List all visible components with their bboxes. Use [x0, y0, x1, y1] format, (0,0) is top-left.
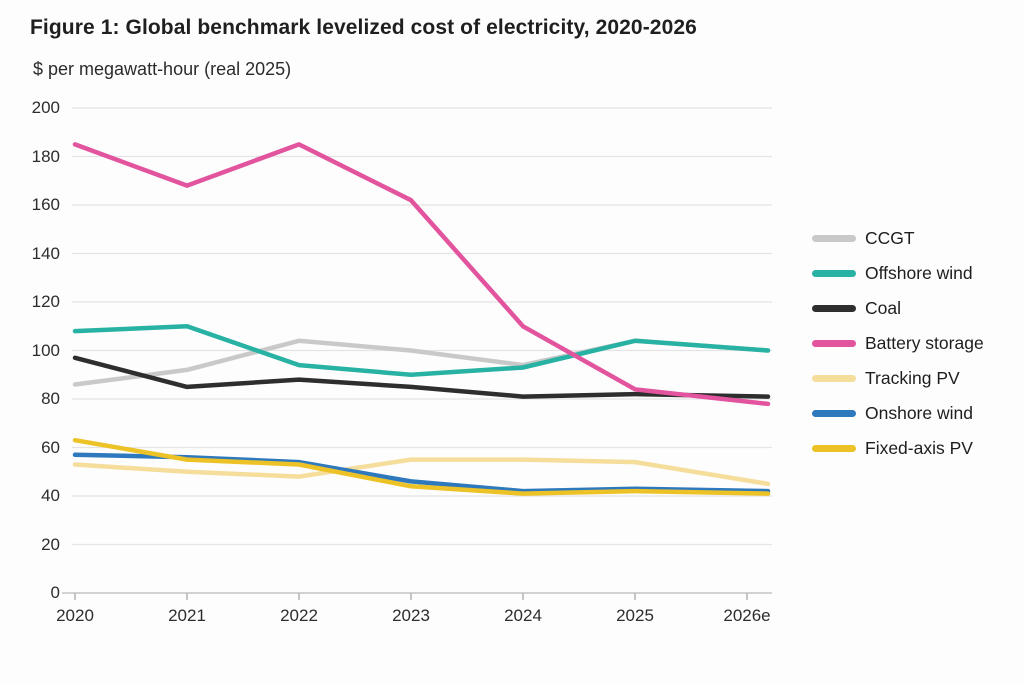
legend-swatch — [812, 304, 856, 312]
legend-swatch — [812, 234, 856, 242]
y-tick-label: 40 — [41, 486, 60, 505]
x-tick-label: 2026e — [723, 606, 771, 625]
legend-item-tracking-pv: Tracking PV — [812, 367, 984, 389]
y-tick-label: 0 — [50, 583, 60, 602]
y-tick-label: 80 — [41, 389, 60, 408]
legend-label: Tracking PV — [865, 367, 960, 388]
y-tick-label: 200 — [31, 98, 60, 117]
chart-legend: CCGT Offshore wind Coal Battery storage Trac… — [812, 227, 984, 459]
series-line-onshore-wind — [72, 452, 771, 494]
series-line-tracking-pv — [72, 457, 771, 487]
y-tick-label: 100 — [31, 340, 60, 360]
y-tick-label: 160 — [31, 195, 60, 214]
legend-item-ccgt: CCGT — [812, 227, 984, 249]
y-tick-label: 120 — [31, 292, 60, 311]
series-line-battery-storage — [72, 142, 771, 407]
x-tick-label: 2022 — [280, 606, 318, 625]
x-tick-label: 2024 — [504, 606, 542, 625]
series-line-offshore-wind — [72, 324, 771, 378]
legend-swatch — [812, 409, 856, 417]
figure-title: Figure 1: Global benchmark levelized cos… — [30, 16, 697, 39]
legend-label: Offshore wind — [865, 262, 973, 283]
legend-swatch — [812, 269, 856, 277]
legend-item-coal: Coal — [812, 297, 984, 319]
y-tick-label: 140 — [31, 243, 60, 263]
y-tick-label: 180 — [31, 146, 60, 166]
legend-item-fixed-axis-pv: Fixed-axis PV — [812, 437, 984, 459]
gridlines — [72, 107, 772, 594]
legend-label: Onshore wind — [865, 402, 973, 423]
x-tick-label: 2025 — [616, 606, 654, 625]
legend-swatch — [812, 444, 856, 452]
legend-swatch — [812, 339, 856, 347]
y-tick-label: 20 — [41, 534, 60, 554]
figure-subtitle: $ per megawatt-hour (real 2025) — [33, 59, 292, 79]
x-axis-line — [62, 592, 772, 600]
series-line-coal — [72, 355, 771, 399]
legend-swatch — [812, 374, 856, 382]
legend-item-offshore-wind: Offshore wind — [812, 262, 984, 284]
legend-item-onshore-wind: Onshore wind — [812, 402, 984, 424]
x-tick-label: 2023 — [392, 606, 430, 625]
series-line-ccgt — [72, 338, 771, 387]
legend-label: Battery storage — [865, 332, 984, 353]
legend-item-battery-storage: Battery storage — [812, 332, 984, 354]
series-line-fixed-axis-pv — [72, 437, 771, 496]
legend-label: CCGT — [865, 227, 915, 248]
legend-label: Coal — [865, 297, 901, 318]
x-tick-label: 2020 — [56, 606, 94, 625]
legend-label: Fixed-axis PV — [865, 437, 973, 458]
x-tick-label: 2021 — [168, 606, 206, 625]
y-tick-label: 60 — [41, 437, 60, 457]
